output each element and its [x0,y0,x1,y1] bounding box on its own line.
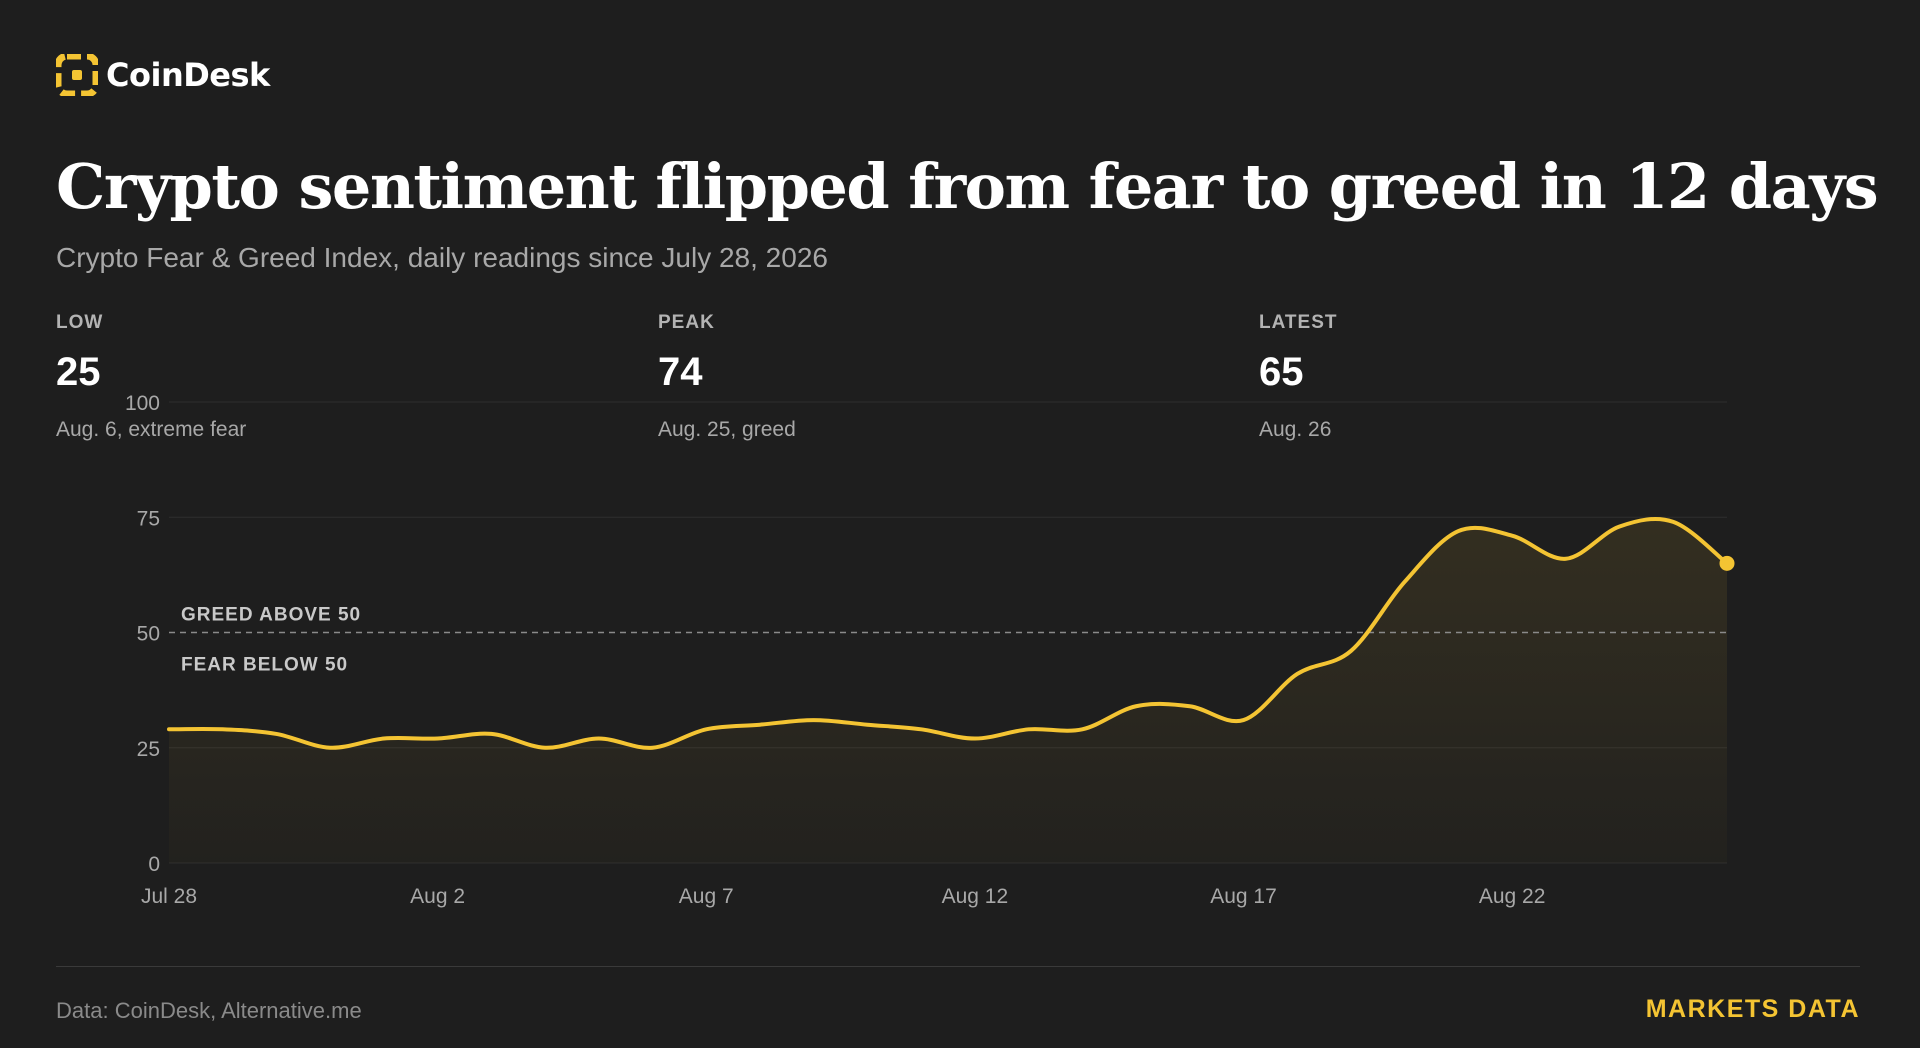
stat-latest: LATEST 65 Aug. 26 [1259,312,1337,442]
stat-note: Aug. 26 [1259,418,1332,441]
latest-point [1719,555,1735,571]
fear-label: FEAR BELOW 50 [181,655,348,676]
y-tick-label: 0 [148,853,160,876]
series-line [167,516,1729,750]
x-tick-label: Aug 7 [679,885,734,908]
stat-value: 74 [658,350,703,394]
stat-note: Aug. 6, extreme fear [56,418,247,441]
footer-divider [56,966,1860,967]
subhead: Crypto Fear & Greed Index, daily reading… [56,242,828,273]
footer-source: Data: CoinDesk, Alternative.me [56,998,362,1023]
x-tick-label: Jul 28 [141,885,197,908]
x-tick-label: Aug 17 [1210,885,1277,908]
coindesk-logo-icon [56,54,98,96]
stat-label: LATEST [1259,312,1338,333]
stat-low: LOW 25 Aug. 6, extreme fear [56,312,246,442]
stat-label: PEAK [658,312,715,333]
stat-value: 65 [1259,350,1304,394]
headline: Crypto sentiment flipped from fear to gr… [56,150,1879,223]
stat-peak: PEAK 74 Aug. 25, greed [658,312,796,442]
x-tick-label: Aug 2 [410,885,465,908]
y-tick-label: 100 [125,392,160,415]
footer-tag[interactable]: MARKETS DATA [1645,995,1860,1023]
y-tick-label: 25 [137,738,160,761]
series-area [169,518,1727,863]
x-tick-label: Aug 12 [942,885,1009,908]
y-tick-label: 50 [137,623,160,646]
x-tick-label: Aug 22 [1479,885,1546,908]
brand-name: CoinDesk [106,56,270,94]
stats-row: LOW 25 Aug. 6, extreme fear PEAK 74 Aug.… [56,312,1916,462]
stat-note: Aug. 25, greed [658,418,796,441]
stat-value: 25 [56,350,101,394]
brand[interactable]: CoinDesk [56,54,270,96]
y-tick-label: 75 [137,507,160,530]
greed-label: GREED ABOVE 50 [181,605,361,626]
stat-label: LOW [56,312,104,333]
